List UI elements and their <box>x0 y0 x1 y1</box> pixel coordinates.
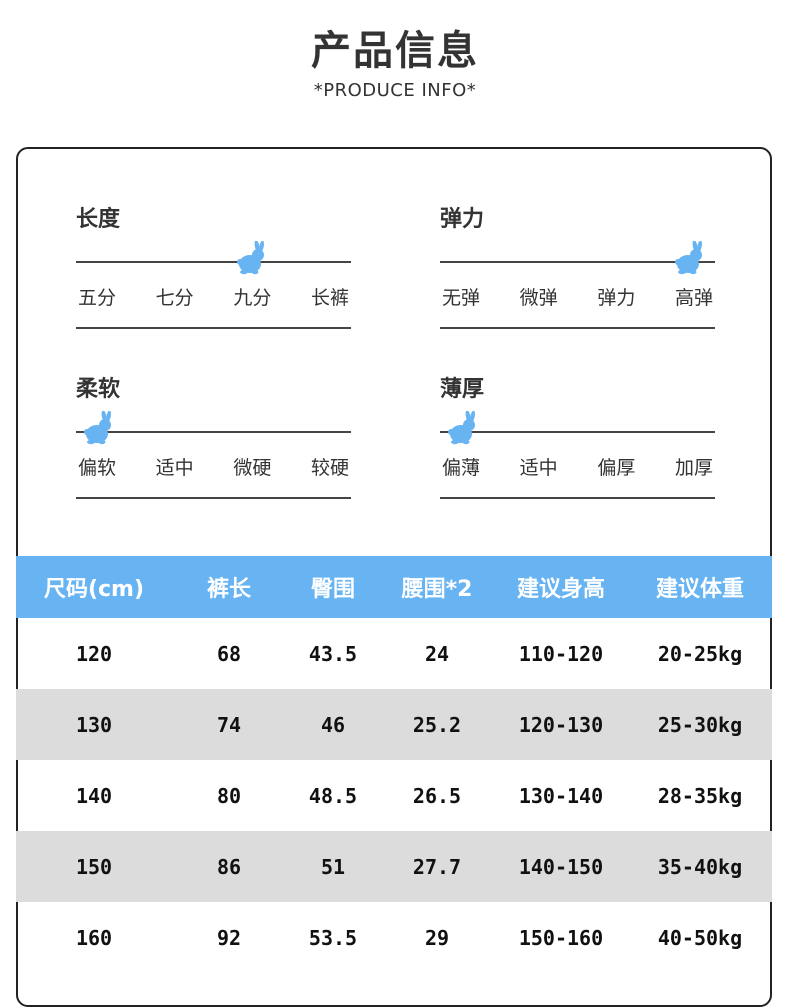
table-cell: 80 <box>216 783 242 808</box>
table-cell: 35-40kg <box>628 831 772 902</box>
table-cell: 26.5 <box>412 783 462 808</box>
attribute-title: 长度 <box>76 207 121 232</box>
size-table: 尺码(cm) 裤长 臀围 腰围*2 建议身高 建议体重 120 68 43.5 … <box>16 556 772 973</box>
attribute-divider <box>440 327 715 329</box>
attribute-option: 偏厚 <box>597 457 636 479</box>
table-cell: 86 <box>172 831 286 902</box>
attribute-option: 五分 <box>78 287 117 309</box>
table-cell: 160 <box>75 925 113 950</box>
attribute-option: 九分 <box>233 287 272 309</box>
attribute-divider <box>76 327 351 329</box>
attribute-divider <box>76 497 351 499</box>
attribute-option: 偏薄 <box>442 457 481 479</box>
table-cell: 120 <box>75 641 113 666</box>
table-row: 120 68 43.5 24 110-120 20-25kg <box>16 618 772 689</box>
attribute-options: 五分 七分 九分 长裤 <box>76 283 351 313</box>
attribute-divider <box>440 497 715 499</box>
column-header: 建议体重 <box>628 556 772 618</box>
table-row: 150 86 51 27.7 140-150 35-40kg <box>16 831 772 902</box>
attribute-scale-line <box>440 431 715 433</box>
attribute-option: 弹力 <box>597 287 636 309</box>
attribute-option: 适中 <box>519 457 558 479</box>
table-cell: 20-25kg <box>657 641 743 666</box>
column-header: 腰围*2 <box>380 556 494 618</box>
rabbit-icon <box>447 410 479 445</box>
table-cell: 24 <box>424 641 450 666</box>
attribute-option: 无弹 <box>442 287 481 309</box>
table-cell: 25-30kg <box>628 689 772 760</box>
table-cell: 68 <box>216 641 242 666</box>
attribute-option: 适中 <box>155 457 194 479</box>
table-cell: 46 <box>286 689 380 760</box>
attribute-elasticity: 弹力 无弹 微弹 弹力 高弹 <box>440 201 715 331</box>
attribute-options: 无弹 微弹 弹力 高弹 <box>440 283 715 313</box>
rabbit-icon <box>236 240 268 275</box>
attribute-option: 七分 <box>155 287 194 309</box>
page-subtitle: *PRODUCE INFO* <box>313 80 477 101</box>
attribute-option: 高弹 <box>674 287 713 309</box>
table-cell: 130-140 <box>518 783 604 808</box>
attribute-title: 弹力 <box>440 207 485 232</box>
column-header: 裤长 <box>172 556 286 618</box>
table-cell: 130 <box>16 689 172 760</box>
table-row: 130 74 46 25.2 120-130 25-30kg <box>16 689 772 760</box>
table-cell: 92 <box>216 925 242 950</box>
table-cell: 150-160 <box>518 925 604 950</box>
attribute-option: 微硬 <box>233 457 272 479</box>
rabbit-icon <box>674 240 706 275</box>
table-header-row: 尺码(cm) 裤长 臀围 腰围*2 建议身高 建议体重 <box>16 556 772 618</box>
attribute-option: 加厚 <box>674 457 713 479</box>
table-cell: 27.7 <box>380 831 494 902</box>
attribute-option: 微弹 <box>519 287 558 309</box>
attribute-length: 长度 五分 七分 九分 长裤 <box>76 201 351 331</box>
table-cell: 43.5 <box>308 641 358 666</box>
attribute-scale-line <box>440 261 715 263</box>
attribute-title: 薄厚 <box>440 377 485 402</box>
attribute-scale-line <box>76 261 351 263</box>
table-cell: 150 <box>16 831 172 902</box>
table-row: 160 92 53.5 29 150-160 40-50kg <box>16 902 772 973</box>
attribute-title: 柔软 <box>76 377 121 402</box>
table-cell: 28-35kg <box>657 783 743 808</box>
table-cell: 53.5 <box>308 925 358 950</box>
column-header: 尺码(cm) <box>16 556 172 618</box>
table-cell: 120-130 <box>494 689 628 760</box>
attribute-option: 偏软 <box>78 457 117 479</box>
table-cell: 29 <box>424 925 450 950</box>
attribute-options: 偏薄 适中 偏厚 加厚 <box>440 453 715 483</box>
attribute-softness: 柔软 偏软 适中 微硬 较硬 <box>76 371 351 501</box>
table-cell: 140 <box>75 783 113 808</box>
attribute-options: 偏软 适中 微硬 较硬 <box>76 453 351 483</box>
table-cell: 48.5 <box>308 783 358 808</box>
table-cell: 25.2 <box>380 689 494 760</box>
table-row: 140 80 48.5 26.5 130-140 28-35kg <box>16 760 772 831</box>
table-cell: 110-120 <box>518 641 604 666</box>
attribute-scale-line <box>76 431 351 433</box>
attribute-option: 较硬 <box>310 457 349 479</box>
table-cell: 74 <box>172 689 286 760</box>
column-header: 建议身高 <box>494 556 628 618</box>
table-cell: 140-150 <box>494 831 628 902</box>
rabbit-icon <box>83 410 115 445</box>
table-cell: 51 <box>286 831 380 902</box>
attribute-option: 长裤 <box>310 287 349 309</box>
attribute-thickness: 薄厚 偏薄 适中 偏厚 加厚 <box>440 371 715 501</box>
table-cell: 40-50kg <box>657 925 743 950</box>
page-title: 产品信息 <box>311 28 479 74</box>
column-header: 臀围 <box>286 556 380 618</box>
